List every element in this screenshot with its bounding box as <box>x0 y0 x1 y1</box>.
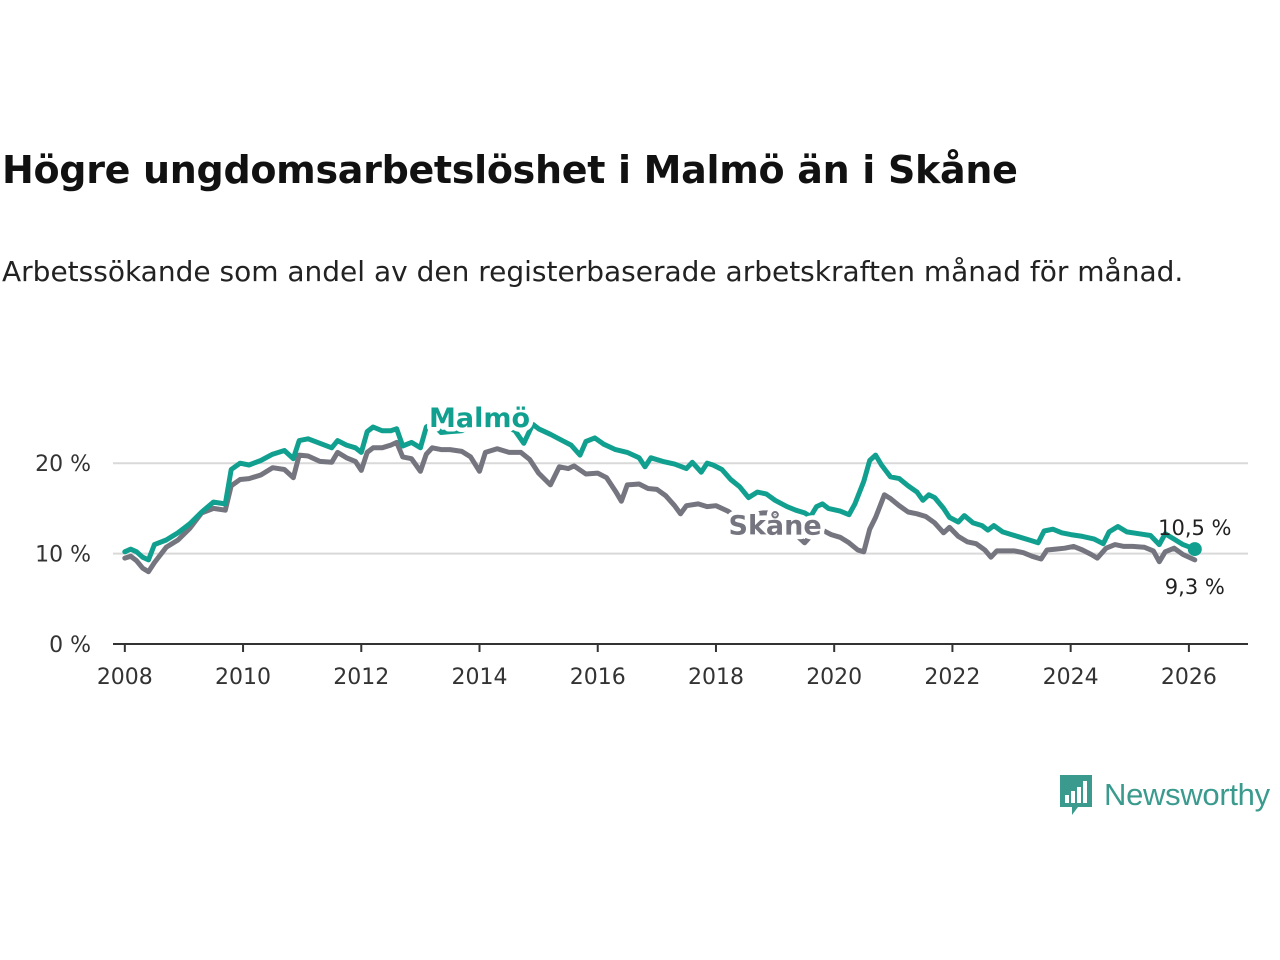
x-tick-label: 2024 <box>1043 665 1099 690</box>
end-value-label: 10,5 % <box>1158 516 1231 540</box>
chart-subtitle: Arbetssökande som andel av den registerb… <box>2 255 1184 288</box>
series-label-halo: Skåne <box>729 510 822 542</box>
x-tick-label: 2022 <box>924 665 980 690</box>
series-group <box>122 419 1202 575</box>
x-tick-label: 2012 <box>333 665 389 690</box>
x-tick-label: 2016 <box>570 665 626 690</box>
y-axis: 0 % 10 % 20 % <box>35 452 91 658</box>
series-label: Skåne <box>729 510 822 542</box>
x-axis: 2008 2010 2012 2014 2016 2018 2020 2022 2024 2026 <box>97 643 1248 690</box>
x-tick-label: 2014 <box>452 665 508 690</box>
series-label-halo: Malmö <box>429 403 530 434</box>
chart-title: Högre ungdomsarbetslöshet i Malmö än i S… <box>2 148 1018 192</box>
series-line-malm <box>122 419 1198 563</box>
newsworthy-logo: Newsworthy <box>1058 773 1270 817</box>
brand-name: Newsworthy <box>1104 777 1270 812</box>
y-tick-label: 10 % <box>35 543 91 568</box>
y-tick-label: 20 % <box>35 452 91 477</box>
x-tick-label: 2026 <box>1161 665 1217 690</box>
bar-chart-speech-bubble-icon <box>1060 775 1092 815</box>
x-tick-label: 2018 <box>688 665 744 690</box>
line-chart: 2008 2010 2012 2014 2016 2018 2020 2022 2024 2026… <box>35 399 1248 690</box>
grid-lines <box>113 462 1248 555</box>
y-tick-label: 0 % <box>49 633 91 658</box>
series-label: Malmö <box>429 403 530 434</box>
end-value-label: 9,3 % <box>1165 575 1225 599</box>
x-tick-label: 2020 <box>806 665 862 690</box>
series-line-skne <box>122 439 1198 575</box>
end-point-marker <box>1187 542 1202 557</box>
x-tick-label: 2010 <box>215 665 271 690</box>
x-tick-label: 2008 <box>97 665 153 690</box>
